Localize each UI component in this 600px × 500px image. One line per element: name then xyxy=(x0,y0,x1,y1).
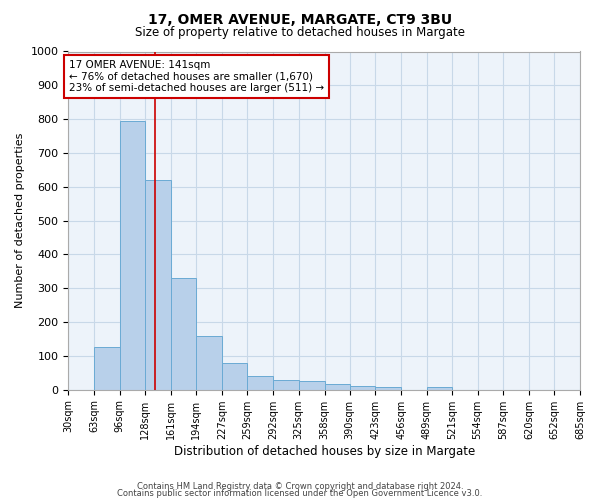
X-axis label: Distribution of detached houses by size in Margate: Distribution of detached houses by size … xyxy=(173,444,475,458)
Bar xyxy=(170,278,196,390)
Text: Contains public sector information licensed under the Open Government Licence v3: Contains public sector information licen… xyxy=(118,490,482,498)
Text: Contains HM Land Registry data © Crown copyright and database right 2024.: Contains HM Land Registry data © Crown c… xyxy=(137,482,463,491)
Bar xyxy=(273,380,299,390)
Bar xyxy=(120,121,145,390)
Bar xyxy=(325,384,350,390)
Bar xyxy=(145,180,170,390)
Bar xyxy=(196,336,222,390)
Text: 17 OMER AVENUE: 141sqm
← 76% of detached houses are smaller (1,670)
23% of semi-: 17 OMER AVENUE: 141sqm ← 76% of detached… xyxy=(69,60,324,93)
Bar xyxy=(222,364,247,390)
Y-axis label: Number of detached properties: Number of detached properties xyxy=(15,133,25,308)
Bar xyxy=(299,382,325,390)
Text: 17, OMER AVENUE, MARGATE, CT9 3BU: 17, OMER AVENUE, MARGATE, CT9 3BU xyxy=(148,12,452,26)
Bar xyxy=(247,376,273,390)
Bar xyxy=(94,348,120,390)
Bar xyxy=(350,386,376,390)
Bar xyxy=(376,387,401,390)
Bar xyxy=(427,387,452,390)
Text: Size of property relative to detached houses in Margate: Size of property relative to detached ho… xyxy=(135,26,465,39)
